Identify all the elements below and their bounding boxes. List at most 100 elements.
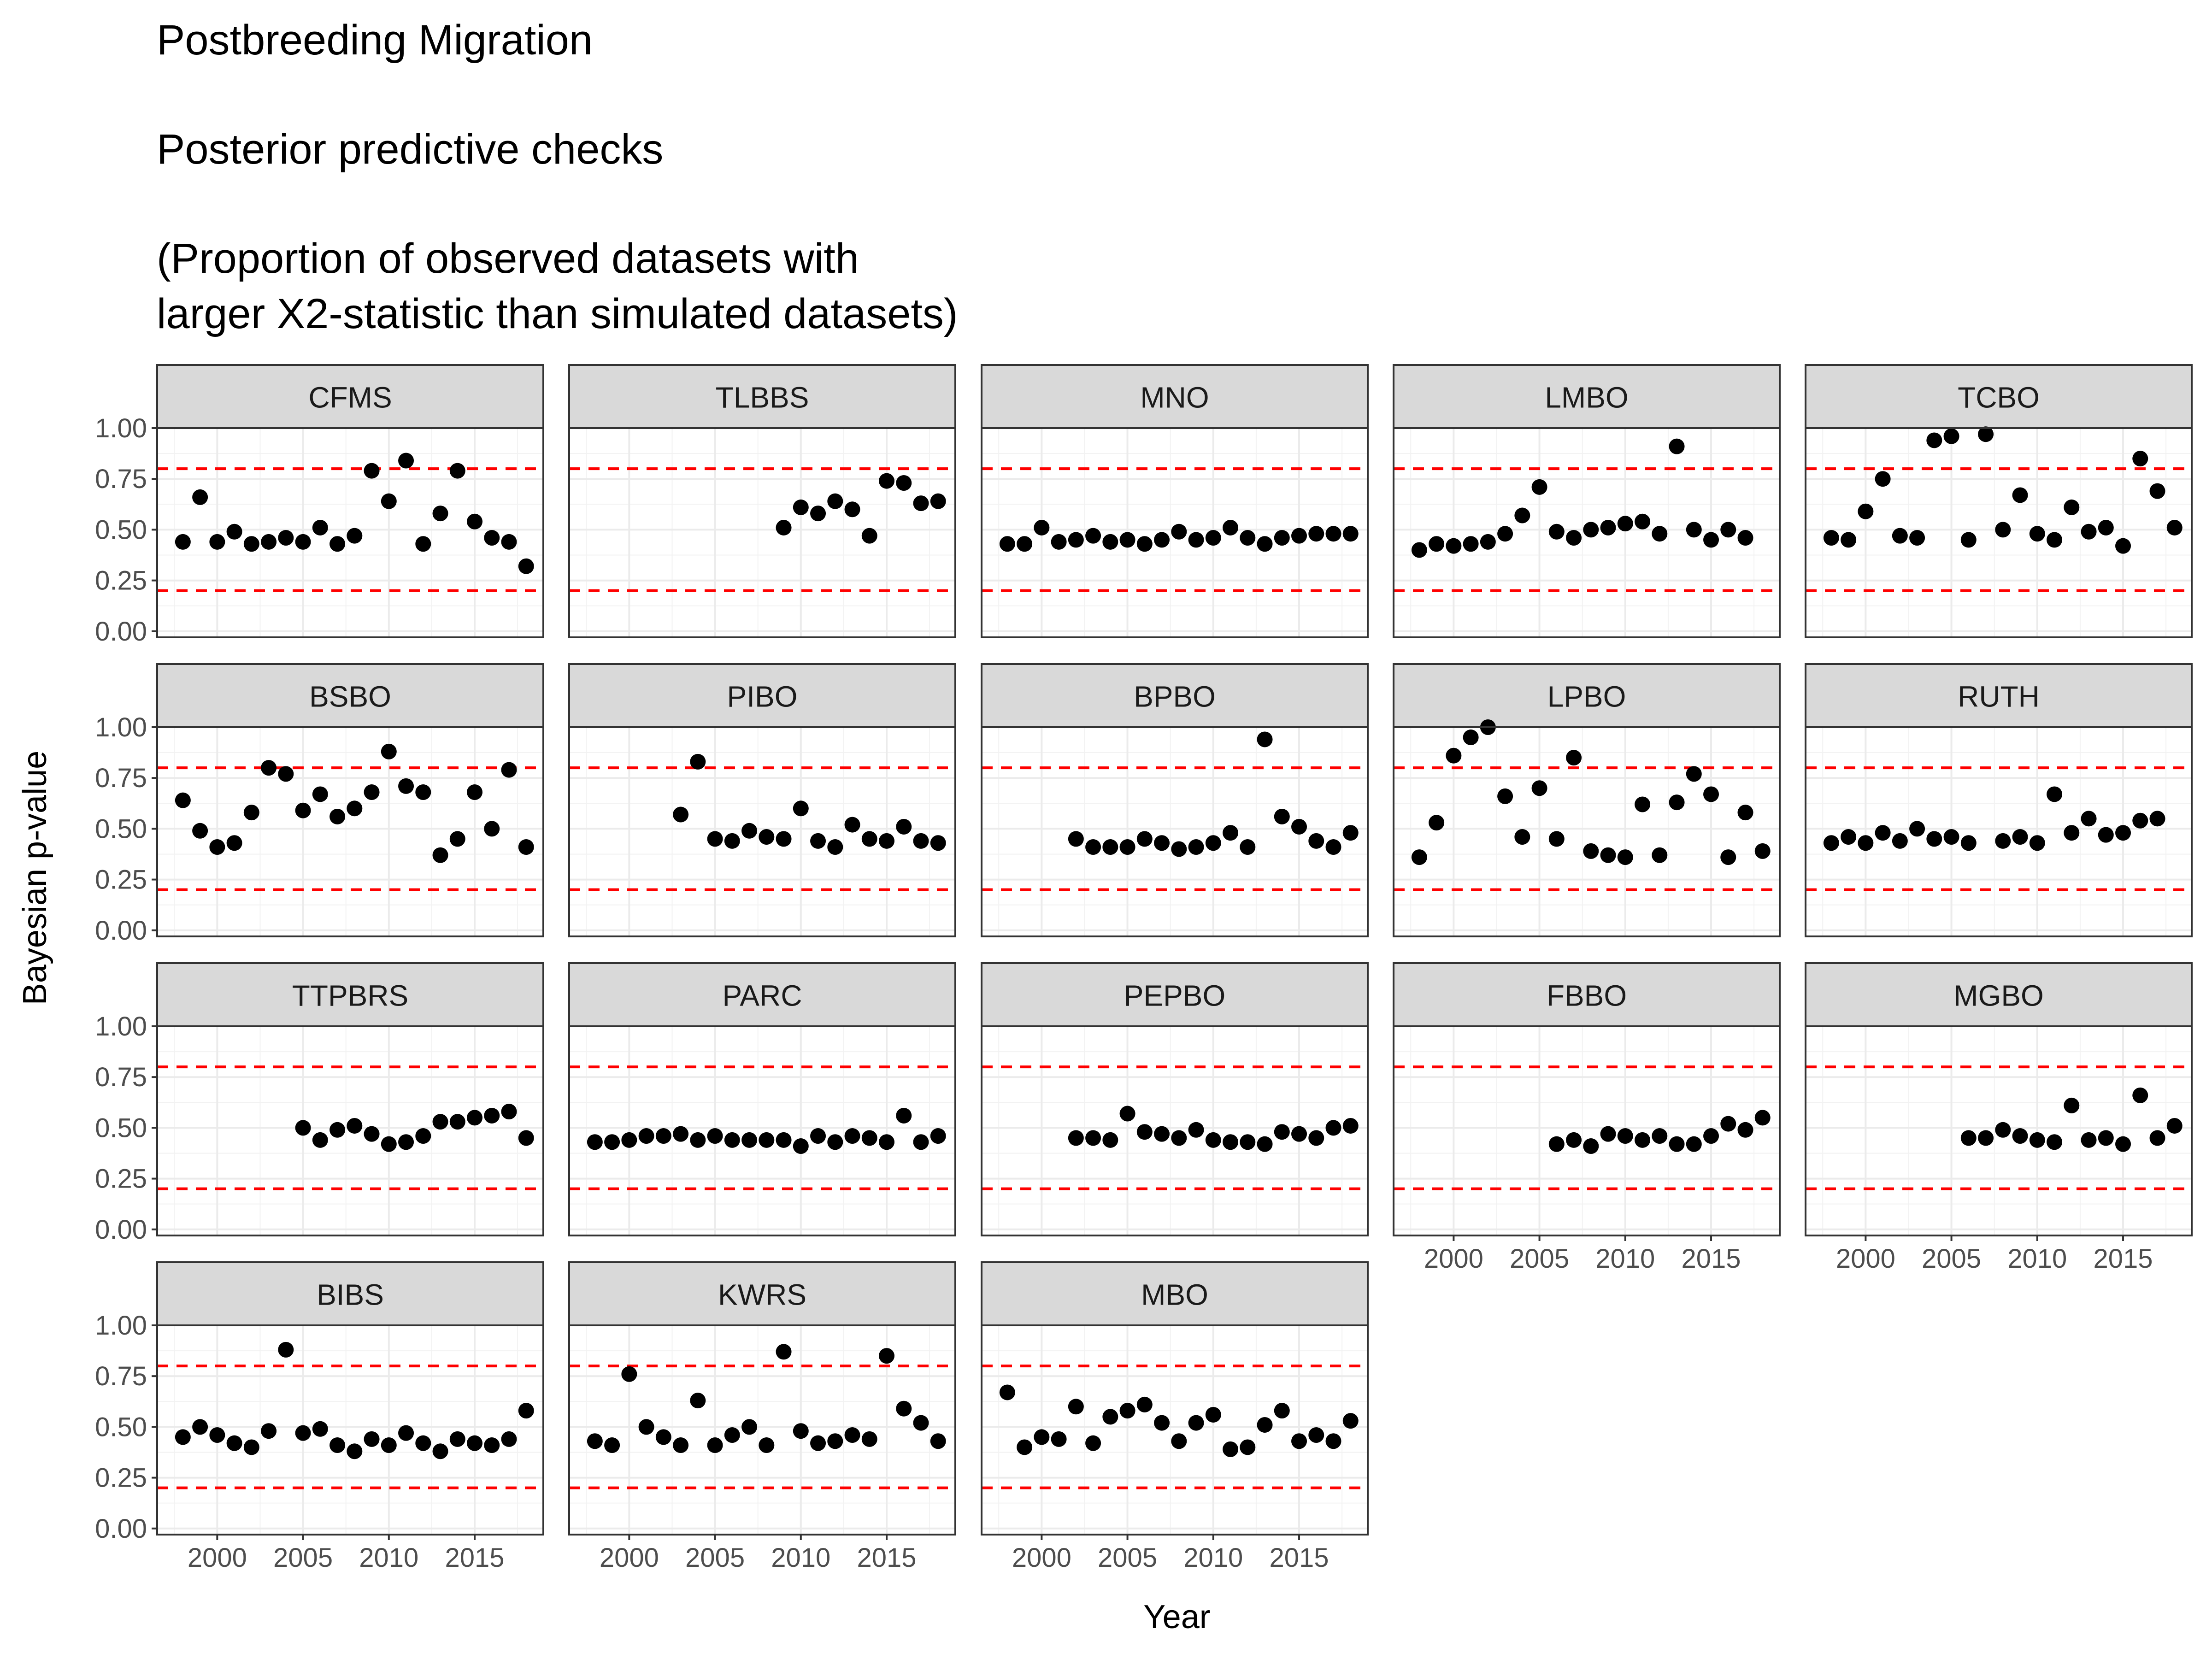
x-tick-label: 2015 bbox=[2094, 1244, 2153, 1274]
data-point bbox=[707, 831, 723, 847]
data-point bbox=[1102, 1409, 1118, 1425]
data-point bbox=[243, 1439, 259, 1455]
data-point bbox=[347, 800, 363, 817]
data-point bbox=[1720, 522, 1736, 538]
data-point bbox=[1823, 835, 1839, 851]
x-tick-label: 2015 bbox=[445, 1543, 505, 1573]
data-point bbox=[484, 1437, 500, 1453]
gridlines bbox=[1394, 726, 1780, 936]
data-point bbox=[861, 1130, 877, 1146]
data-point bbox=[2132, 812, 2148, 829]
data-point bbox=[518, 558, 534, 574]
data-point bbox=[724, 833, 740, 849]
data-point bbox=[673, 1437, 689, 1453]
data-point bbox=[896, 1107, 912, 1124]
y-axis-label: Bayesian p-value bbox=[17, 751, 53, 1005]
data-point bbox=[879, 473, 895, 489]
data-point bbox=[2081, 524, 2097, 540]
data-point bbox=[1205, 530, 1221, 546]
y-tick-label: 0.50 bbox=[95, 515, 147, 545]
data-point bbox=[1085, 528, 1101, 544]
data-point bbox=[209, 534, 225, 550]
data-point bbox=[844, 817, 860, 833]
data-point bbox=[364, 784, 380, 800]
data-point bbox=[1463, 536, 1479, 552]
data-point bbox=[415, 536, 431, 552]
data-point bbox=[1291, 1433, 1307, 1449]
data-point bbox=[793, 800, 809, 817]
data-point bbox=[2166, 519, 2183, 535]
data-point bbox=[1291, 528, 1307, 544]
data-point bbox=[861, 1431, 877, 1447]
data-point bbox=[1154, 835, 1170, 851]
data-point bbox=[278, 530, 294, 546]
data-point bbox=[707, 1128, 723, 1144]
data-point bbox=[1841, 829, 1857, 845]
facet-strip bbox=[981, 364, 1369, 429]
data-point bbox=[1325, 526, 1341, 542]
facet-label: MGBO bbox=[1953, 979, 2044, 1012]
data-point bbox=[1635, 796, 1651, 812]
panel-border bbox=[568, 427, 956, 638]
title-line: (Proportion of observed datasets with bbox=[157, 235, 859, 282]
data-point bbox=[2098, 1130, 2114, 1146]
data-point bbox=[1960, 1130, 1977, 1146]
data-point bbox=[1531, 780, 1547, 796]
data-point bbox=[484, 1107, 500, 1124]
data-point bbox=[347, 528, 363, 544]
data-point bbox=[1737, 530, 1753, 546]
data-point bbox=[1446, 747, 1462, 764]
gridlines bbox=[1394, 427, 1780, 637]
facet-label: MBO bbox=[1141, 1278, 1208, 1312]
data-point bbox=[381, 1437, 397, 1453]
data-point bbox=[724, 1427, 740, 1443]
data-point bbox=[432, 1114, 448, 1130]
panel-tcbo: TCBO bbox=[1805, 364, 2193, 638]
data-point bbox=[1342, 1413, 1359, 1429]
facet-label: PIBO bbox=[727, 680, 798, 713]
panel-mno: MNO bbox=[981, 364, 1369, 638]
data-point bbox=[2115, 538, 2131, 554]
data-point bbox=[1926, 831, 1942, 847]
data-point bbox=[1858, 835, 1874, 851]
data-point bbox=[844, 501, 860, 518]
data-point bbox=[759, 829, 775, 845]
panel-tlbbs: TLBBS bbox=[568, 364, 956, 638]
data-point bbox=[896, 1400, 912, 1417]
data-point bbox=[655, 1429, 671, 1445]
data-point bbox=[1514, 507, 1530, 524]
data-point bbox=[690, 753, 706, 770]
data-points bbox=[295, 1104, 534, 1152]
data-point bbox=[930, 493, 946, 509]
data-point bbox=[1119, 532, 1135, 548]
data-point bbox=[1051, 1431, 1067, 1447]
data-point bbox=[724, 1132, 740, 1148]
data-point bbox=[329, 808, 346, 824]
data-point bbox=[793, 1138, 809, 1154]
y-tick-label: 1.00 bbox=[95, 413, 147, 443]
data-point bbox=[1669, 438, 1685, 454]
data-point bbox=[1136, 1396, 1153, 1412]
data-point bbox=[1703, 1128, 1719, 1144]
data-point bbox=[587, 1433, 603, 1449]
data-point bbox=[2047, 1134, 2063, 1150]
x-tick-label: 2000 bbox=[1012, 1543, 1071, 1573]
data-point bbox=[175, 792, 191, 808]
data-point bbox=[381, 493, 397, 509]
data-point bbox=[1617, 516, 1633, 532]
data-point bbox=[1703, 786, 1719, 802]
data-point bbox=[295, 1425, 311, 1441]
data-point bbox=[432, 506, 448, 522]
data-point bbox=[1085, 1130, 1101, 1146]
facet-label: TCBO bbox=[1958, 381, 2040, 414]
data-point bbox=[1325, 1120, 1341, 1136]
data-point bbox=[1325, 1433, 1341, 1449]
data-point bbox=[2132, 1087, 2148, 1103]
panel-bibs: BIBS 0.00 0.25 0.50 0.75 1.00 2000 2005 2010 2015 bbox=[95, 1261, 544, 1573]
x-tick-label: 2005 bbox=[1922, 1244, 1981, 1274]
data-point bbox=[415, 1435, 431, 1451]
facet-strip bbox=[568, 663, 956, 728]
panel-border bbox=[1393, 726, 1781, 937]
data-point bbox=[2098, 519, 2114, 535]
data-point bbox=[261, 1423, 277, 1439]
